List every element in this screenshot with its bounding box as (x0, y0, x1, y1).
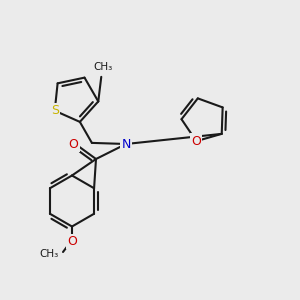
Text: O: O (69, 137, 78, 151)
Text: CH₃: CH₃ (93, 62, 112, 72)
Text: N: N (121, 137, 131, 151)
Text: CH₃: CH₃ (39, 249, 58, 260)
Text: O: O (67, 235, 77, 248)
Text: S: S (51, 104, 59, 117)
Text: O: O (191, 135, 201, 148)
